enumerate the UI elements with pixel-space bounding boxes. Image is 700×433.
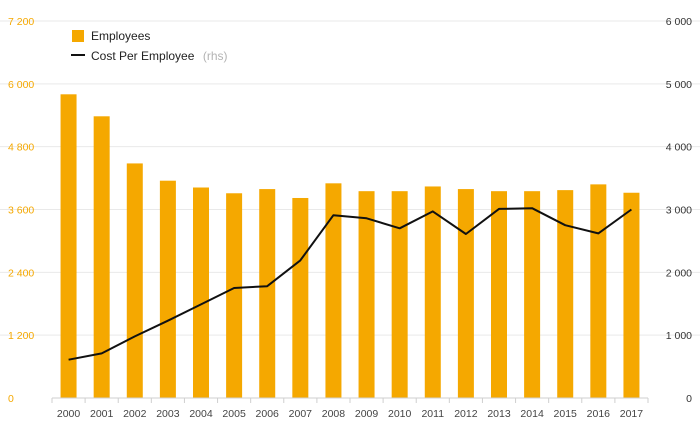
x-tick-label: 2010 xyxy=(388,408,412,420)
employees-bar xyxy=(259,189,276,398)
right-tick-label: 1 000 xyxy=(666,330,692,342)
left-tick-label: 4 800 xyxy=(8,142,34,154)
legend-label-cost-per-employee: Cost Per Employee (rhs) xyxy=(91,47,228,64)
x-tick-label: 2012 xyxy=(454,408,478,420)
left-tick-label: 1 200 xyxy=(8,330,34,342)
employees-bar xyxy=(358,191,375,398)
legend-label-employees: Employees xyxy=(91,29,150,43)
employees-bar xyxy=(193,187,209,398)
x-tick-label: 2015 xyxy=(554,408,578,420)
x-tick-label: 2004 xyxy=(189,408,213,420)
left-tick-label: 3 600 xyxy=(8,205,34,217)
employees-bar xyxy=(159,180,176,398)
employees-bar xyxy=(424,186,441,398)
right-tick-label: 2 000 xyxy=(666,267,692,279)
x-tick-label: 2014 xyxy=(520,408,544,420)
employees-bar xyxy=(524,191,541,398)
left-tick-label: 0 xyxy=(8,393,14,405)
left-tick-label: 7 200 xyxy=(8,16,34,28)
x-axis: 2000 2001 2002 2003 2004 2005 2006 2007 2008 2009… xyxy=(51,397,649,420)
cost-per-employee-line xyxy=(68,207,632,361)
x-tick-label: 2016 xyxy=(587,408,611,420)
x-tick-label: 2001 xyxy=(90,408,114,420)
x-tick-label: 2013 xyxy=(487,408,511,420)
legend: Employees Cost Per Employee (rhs) xyxy=(71,29,228,64)
x-tick-label: 2006 xyxy=(256,408,280,420)
employees-bar xyxy=(557,190,574,398)
employees-bar xyxy=(93,116,110,398)
right-axis: 0 1 000 2 000 3 000 4 000 5 000 6 000 xyxy=(666,16,692,405)
right-tick-label: 4 000 xyxy=(666,142,692,154)
right-tick-label: 3 000 xyxy=(666,205,692,217)
cost-per-employee-polyline xyxy=(68,207,632,361)
x-tick-label: 2007 xyxy=(289,408,313,420)
employees-bar xyxy=(126,163,143,398)
employees-bar xyxy=(590,184,607,398)
right-tick-label: 6 000 xyxy=(666,16,692,28)
right-tick-label: 5 000 xyxy=(666,79,692,91)
legend-swatch-employees xyxy=(72,30,84,42)
employees-bar xyxy=(292,197,309,398)
employees-bar xyxy=(391,191,408,398)
left-tick-label: 6 000 xyxy=(8,79,34,91)
left-axis: 0 1 200 2 400 3 600 4 800 6 000 7 200 xyxy=(8,16,34,405)
employees-bar xyxy=(325,183,342,398)
x-tick-label: 2009 xyxy=(355,408,379,420)
legend-label-rhs-note: (rhs) xyxy=(203,49,228,63)
grid-lines xyxy=(0,20,700,336)
employees-bar xyxy=(60,94,77,399)
employees-bar xyxy=(226,193,243,398)
legend-label-cost-text: Cost Per Employee xyxy=(91,49,195,63)
right-tick-label: 0 xyxy=(686,393,692,405)
x-tick-label: 2017 xyxy=(620,408,644,420)
x-tick-label: 2003 xyxy=(156,408,180,420)
employees-bar xyxy=(623,192,640,398)
x-tick-label: 2000 xyxy=(57,408,81,420)
employees-bar xyxy=(457,189,474,398)
left-tick-label: 2 400 xyxy=(8,267,34,279)
x-tick-label: 2005 xyxy=(222,408,246,420)
x-tick-label: 2008 xyxy=(322,408,346,420)
x-tick-label: 2011 xyxy=(421,408,444,420)
employees-bar xyxy=(491,191,507,398)
x-tick-label: 2002 xyxy=(123,408,147,420)
employees-bars xyxy=(60,94,640,399)
